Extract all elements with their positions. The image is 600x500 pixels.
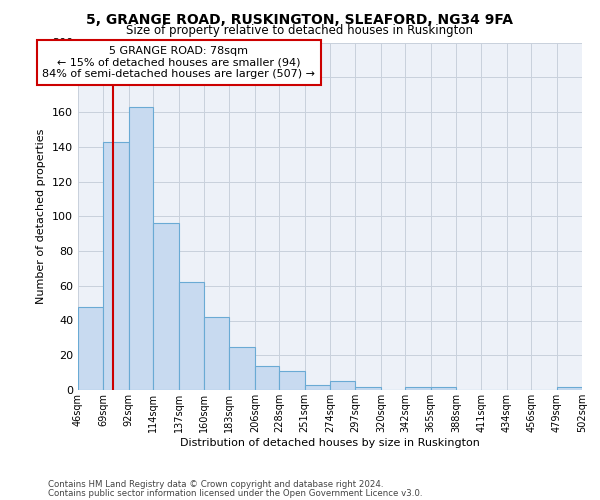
Bar [129, 107, 153, 390]
Bar [305, 385, 330, 390]
Bar [279, 371, 305, 390]
Text: 5, GRANGE ROAD, RUSKINGTON, SLEAFORD, NG34 9FA: 5, GRANGE ROAD, RUSKINGTON, SLEAFORD, NG… [86, 12, 514, 26]
Bar [179, 282, 204, 390]
Text: Size of property relative to detached houses in Ruskington: Size of property relative to detached ho… [127, 24, 473, 37]
Bar [355, 386, 381, 390]
Text: 5 GRANGE ROAD: 78sqm
← 15% of detached houses are smaller (94)
84% of semi-detac: 5 GRANGE ROAD: 78sqm ← 15% of detached h… [42, 46, 315, 79]
Bar [557, 386, 582, 390]
Bar [103, 142, 129, 390]
Y-axis label: Number of detached properties: Number of detached properties [37, 128, 46, 304]
Bar [255, 366, 279, 390]
Bar [204, 317, 229, 390]
Bar [229, 346, 255, 390]
Text: Contains public sector information licensed under the Open Government Licence v3: Contains public sector information licen… [48, 488, 422, 498]
Bar [431, 386, 456, 390]
Bar [405, 386, 431, 390]
Bar [78, 306, 103, 390]
X-axis label: Distribution of detached houses by size in Ruskington: Distribution of detached houses by size … [180, 438, 480, 448]
Text: Contains HM Land Registry data © Crown copyright and database right 2024.: Contains HM Land Registry data © Crown c… [48, 480, 383, 489]
Bar [153, 223, 179, 390]
Bar [330, 382, 355, 390]
